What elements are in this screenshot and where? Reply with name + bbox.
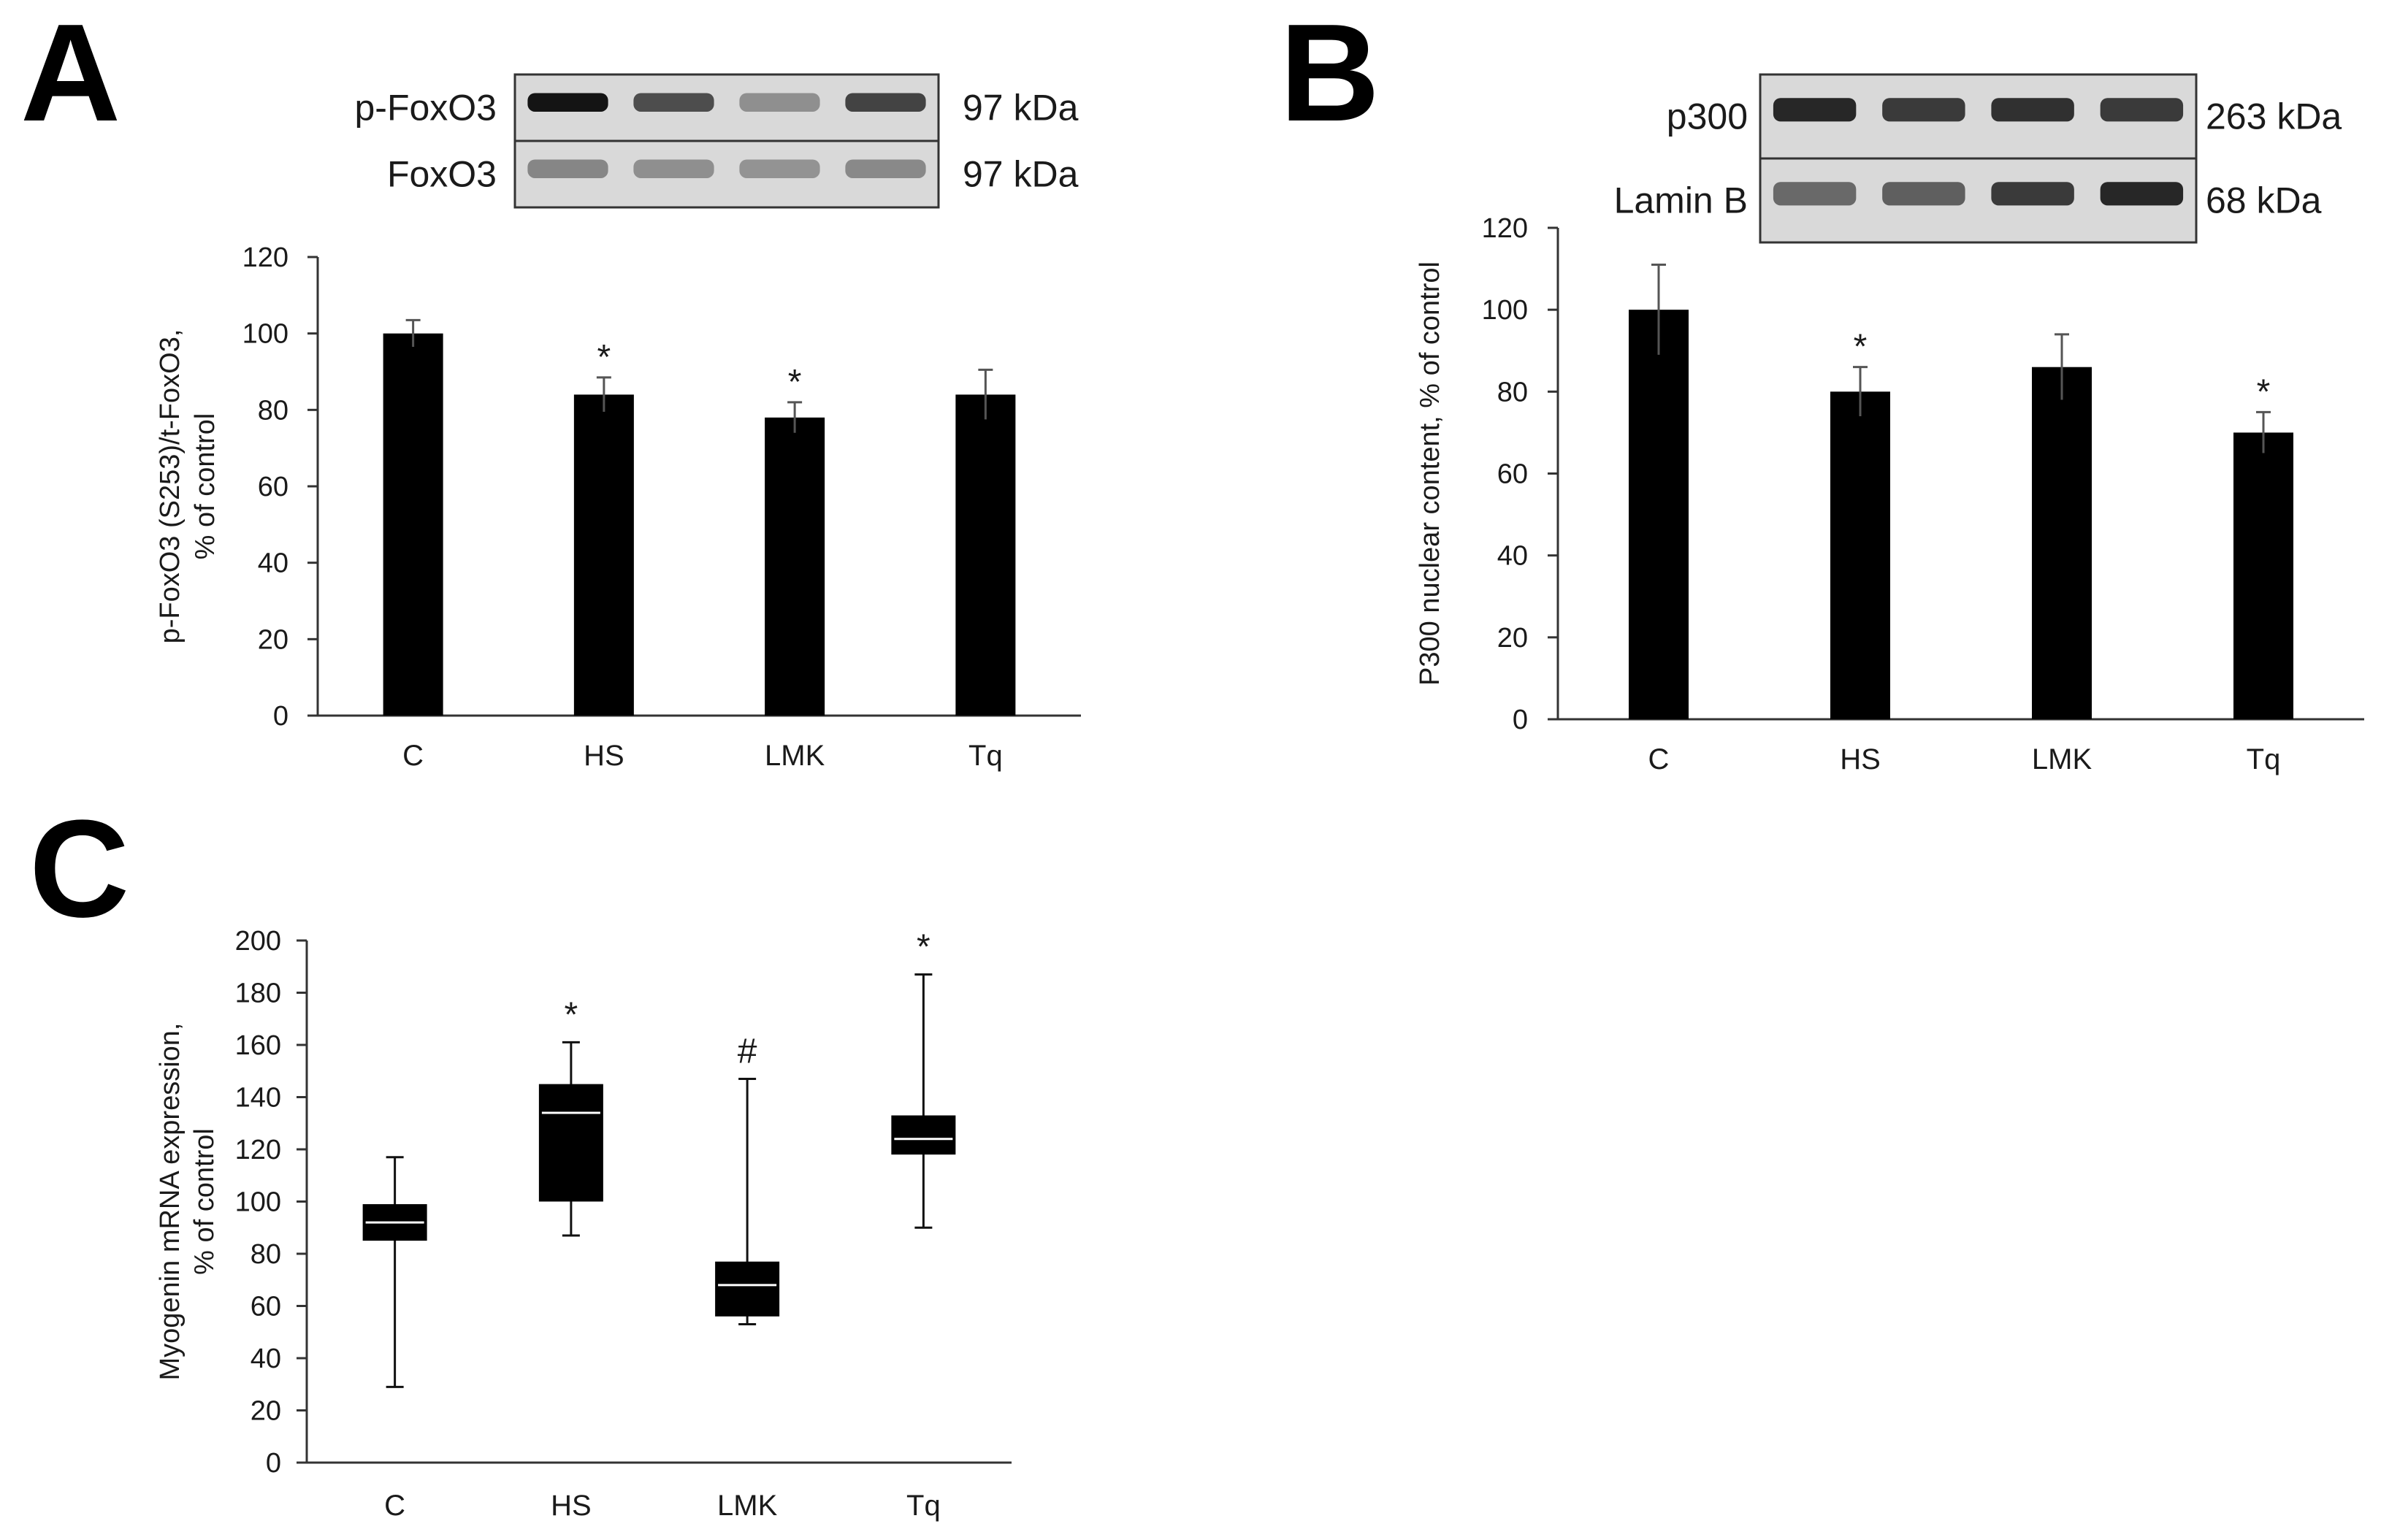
- blot-band: [845, 159, 926, 178]
- y-tick-label: 20: [1497, 623, 1528, 654]
- y-tick-label: 0: [1513, 705, 1528, 735]
- y-tick-label: 140: [235, 1083, 281, 1114]
- panel-letter-b: B: [1280, 0, 1380, 150]
- y-tick-label: 20: [258, 624, 288, 655]
- blot-band: [633, 93, 714, 112]
- blot-molecular-weight: 263 kDa: [2206, 96, 2342, 137]
- x-category-label: C: [1648, 743, 1670, 775]
- y-tick-label: 0: [273, 701, 288, 732]
- y-tick-label: 80: [1497, 377, 1528, 407]
- x-category-label: HS: [584, 740, 624, 772]
- blot-row-label: Lamin B: [1614, 180, 1748, 221]
- y-tick-label: 100: [242, 319, 288, 350]
- y-axis-label-line-2: % of control: [189, 1128, 220, 1275]
- blot-band: [527, 159, 608, 178]
- blot-row-label: p300: [1667, 96, 1748, 137]
- blot-band: [1991, 98, 2074, 122]
- y-tick-label: 100: [235, 1187, 281, 1218]
- y-axis-label-line-1: Myogenin mRNA expression,: [155, 1023, 186, 1381]
- blot-band: [1882, 182, 1965, 206]
- y-tick-label: 40: [1497, 541, 1528, 572]
- significance-marker: *: [1854, 328, 1868, 367]
- panel-b-chart: 0 20 40 60 80 100 120 P300 nuclear content, % o…: [1415, 73, 2364, 775]
- blot-band: [739, 159, 820, 178]
- bar: [1830, 391, 1890, 719]
- x-category-label: LMK: [717, 1490, 778, 1522]
- blot-molecular-weight: 68 kDa: [2206, 180, 2322, 221]
- bar: [1629, 310, 1689, 720]
- blot-row-label: p-FoxO3: [354, 88, 497, 129]
- x-category-label: HS: [551, 1490, 592, 1522]
- blot-row-label: FoxO3: [387, 154, 497, 195]
- x-category-label: HS: [1840, 743, 1881, 775]
- significance-marker: *: [2257, 372, 2271, 411]
- y-tick-label: 40: [251, 1344, 281, 1374]
- x-category-label: Tq: [2247, 743, 2281, 775]
- x-category-label: Tq: [906, 1490, 941, 1522]
- bar: [2032, 367, 2092, 719]
- y-tick-label: 120: [1482, 213, 1528, 244]
- significance-marker: *: [788, 363, 802, 402]
- y-axis-label-line-2: % of control: [190, 413, 221, 560]
- y-tick-label: 0: [266, 1448, 281, 1479]
- box: [538, 1084, 603, 1202]
- y-tick-label: 20: [251, 1396, 281, 1427]
- y-axis-label: P300 nuclear content, % of control: [1415, 261, 1445, 686]
- y-tick-label: 180: [235, 978, 281, 1009]
- blot-band: [739, 93, 820, 112]
- blot-molecular-weight: 97 kDa: [963, 88, 1079, 129]
- y-tick-label: 80: [258, 395, 288, 426]
- y-tick-label: 80: [251, 1239, 281, 1270]
- bar: [573, 394, 634, 716]
- blot-band: [1773, 98, 1857, 122]
- significance-marker: #: [738, 1032, 757, 1070]
- bar: [765, 417, 825, 716]
- blot-band: [1773, 182, 1857, 206]
- panel-letter-a: A: [20, 0, 121, 150]
- y-tick-label: 60: [1497, 459, 1528, 490]
- box: [891, 1115, 956, 1155]
- y-tick-label: 40: [258, 548, 288, 579]
- panel-letter-c: C: [29, 792, 129, 946]
- panel-a-chart: 0 20 40 60 80 100 120 p-FoxO3 (S253)/t-FoxO3,% …: [155, 73, 1081, 772]
- y-tick-label: 120: [235, 1135, 281, 1165]
- blot-band: [633, 159, 714, 178]
- blot-band: [2100, 98, 2184, 122]
- blot-band: [1882, 98, 1965, 122]
- x-category-label: Tq: [968, 740, 1003, 772]
- x-category-label: LMK: [765, 740, 825, 772]
- significance-marker: *: [597, 338, 611, 377]
- significance-marker: *: [565, 995, 578, 1034]
- x-category-label: C: [402, 740, 424, 772]
- y-tick-label: 120: [242, 242, 288, 273]
- y-tick-label: 160: [235, 1030, 281, 1061]
- bar: [383, 333, 443, 716]
- y-tick-label: 200: [235, 926, 281, 957]
- y-axis-label-line-1: p-FoxO3 (S253)/t-FoxO3,: [155, 329, 186, 644]
- blot-band: [1991, 182, 2074, 206]
- bar: [955, 394, 1016, 716]
- blot-band: [845, 93, 926, 112]
- blot-band: [2100, 182, 2184, 206]
- blot-band: [527, 93, 608, 112]
- box: [715, 1261, 780, 1317]
- bar: [2233, 432, 2293, 719]
- y-tick-label: 100: [1482, 295, 1528, 326]
- x-category-label: C: [384, 1490, 405, 1522]
- significance-marker: *: [917, 927, 930, 966]
- blot-molecular-weight: 97 kDa: [963, 154, 1079, 195]
- x-category-label: LMK: [2032, 743, 2093, 775]
- y-tick-label: 60: [258, 472, 288, 502]
- y-tick-label: 60: [251, 1292, 281, 1322]
- panel-c-chart: 0 20 40 60 80 100 120 140 160 180 200 Myogenin mRNA…: [155, 926, 1012, 1522]
